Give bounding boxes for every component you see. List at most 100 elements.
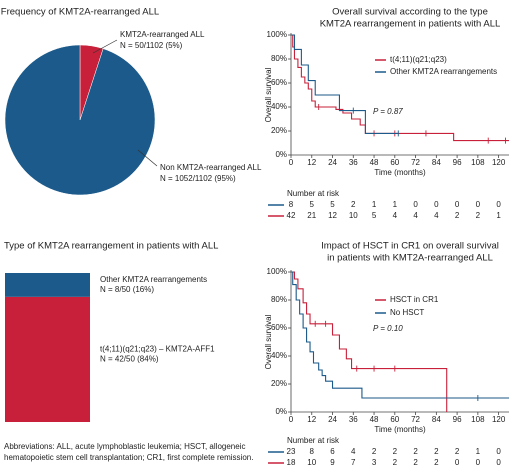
risk-count: 4 <box>413 211 418 220</box>
risk-count: 5 <box>310 200 315 209</box>
risk-table-title: Number at risk <box>287 436 340 445</box>
leader-line <box>92 39 118 54</box>
chart-title: KMT2A rearrangement in patients with ALL <box>320 19 501 30</box>
x-tick-label: 120 <box>492 158 506 167</box>
footnote: hematopoietic stem cell transplantation;… <box>4 453 253 462</box>
survival-curve <box>291 34 399 134</box>
y-tick-label: 0% <box>275 150 287 159</box>
risk-count: 2 <box>413 458 418 467</box>
risk-count: 1 <box>372 200 377 209</box>
risk-count: 2 <box>476 211 481 220</box>
chart-title: Overall survival according to the type <box>332 7 488 18</box>
chart-title: Frequency of KMT2A-rearranged ALL <box>1 7 159 18</box>
survival-curve <box>291 271 448 412</box>
risk-count: 18 <box>287 458 296 467</box>
risk-count: 0 <box>496 447 501 456</box>
risk-count: 0 <box>455 200 460 209</box>
x-tick-label: 96 <box>453 415 462 424</box>
risk-count: 7 <box>351 458 356 467</box>
risk-count: 0 <box>476 458 481 467</box>
risk-count: 3 <box>372 458 377 467</box>
slice-label: KMT2A-rearranged ALL <box>120 30 205 39</box>
x-tick-label: 36 <box>349 158 358 167</box>
risk-count: 2 <box>351 200 356 209</box>
risk-count: 2 <box>413 447 418 456</box>
risk-count: 0 <box>496 200 501 209</box>
risk-count: 4 <box>434 211 439 220</box>
footnote: Abbreviations: ALL, acute lymphoblastic … <box>4 442 245 451</box>
risk-count: 9 <box>330 458 335 467</box>
legend-label: HSCT in CR1 <box>390 295 439 304</box>
risk-table-title: Number at risk <box>287 189 340 198</box>
y-tick-label: 100% <box>267 30 287 39</box>
x-axis-label: Time (months) <box>374 168 426 177</box>
p-value: P = 0.87 <box>373 107 403 116</box>
survival-curve <box>291 34 509 142</box>
legend-label: Other KMT2A rearrangements <box>390 67 497 76</box>
survival-curve <box>291 271 509 399</box>
risk-count: 2 <box>393 458 398 467</box>
p-value: P = 0.10 <box>373 324 403 333</box>
y-tick-label: 20% <box>271 379 287 388</box>
risk-count: 6 <box>330 447 335 456</box>
chart-title: Type of KMT2A rearrangement in patients … <box>4 241 218 252</box>
bar-segment <box>5 273 90 297</box>
y-tick-label: 80% <box>271 54 287 63</box>
risk-count: 5 <box>372 211 377 220</box>
risk-count: 12 <box>328 211 337 220</box>
risk-count: 5 <box>330 200 335 209</box>
legend-label: No HSCT <box>390 308 424 317</box>
y-tick-label: 40% <box>271 102 287 111</box>
x-tick-label: 36 <box>349 415 358 424</box>
slice-value-label: N = 50/1102 (5%) <box>120 41 183 50</box>
chart-title: Impact of HSCT in CR1 on overall surviva… <box>321 241 499 252</box>
x-tick-label: 60 <box>390 415 399 424</box>
x-tick-label: 12 <box>307 415 316 424</box>
x-tick-label: 108 <box>471 158 485 167</box>
risk-count: 21 <box>307 211 316 220</box>
x-tick-label: 96 <box>453 158 462 167</box>
x-tick-label: 72 <box>411 415 420 424</box>
leader-line <box>137 149 158 167</box>
slice-label: Non KMT2A-rearranged ALL <box>160 163 262 172</box>
risk-count: 10 <box>349 211 358 220</box>
x-tick-label: 48 <box>370 158 379 167</box>
risk-count: 42 <box>287 211 296 220</box>
y-tick-label: 80% <box>271 295 287 304</box>
x-tick-label: 84 <box>432 415 441 424</box>
y-axis-label: Overall survival <box>264 67 273 122</box>
x-tick-label: 48 <box>370 415 379 424</box>
risk-count: 0 <box>496 458 501 467</box>
risk-count: 10 <box>307 458 316 467</box>
segment-label: Other KMT2A rearrangements <box>100 275 207 284</box>
x-tick-label: 24 <box>328 158 337 167</box>
risk-count: 0 <box>434 200 439 209</box>
y-tick-label: 0% <box>275 407 287 416</box>
segment-value-label: N = 8/50 (16%) <box>100 285 154 294</box>
risk-count: 0 <box>413 200 418 209</box>
y-tick-label: 60% <box>271 78 287 87</box>
risk-count: 0 <box>455 458 460 467</box>
risk-count: 2 <box>434 458 439 467</box>
risk-count: 2 <box>434 447 439 456</box>
x-tick-label: 72 <box>411 158 420 167</box>
risk-count: 8 <box>289 200 294 209</box>
risk-count: 2 <box>393 447 398 456</box>
legend-label: t(4;11)(q21;q23) <box>390 55 447 64</box>
x-tick-label: 0 <box>289 158 294 167</box>
y-tick-label: 20% <box>271 126 287 135</box>
x-tick-label: 12 <box>307 158 316 167</box>
slice-value-label: N = 1052/1102 (95%) <box>160 174 236 183</box>
risk-count: 1 <box>393 200 398 209</box>
y-tick-label: 100% <box>267 267 287 276</box>
y-tick-label: 60% <box>271 323 287 332</box>
risk-count: 2 <box>455 447 460 456</box>
segment-value-label: N = 42/50 (84%) <box>100 355 159 364</box>
x-tick-label: 60 <box>390 158 399 167</box>
x-tick-label: 108 <box>471 415 485 424</box>
bar-segment <box>5 296 90 422</box>
x-tick-label: 120 <box>492 415 506 424</box>
chart-title: in patients with KMT2A-rearranged ALL <box>327 253 493 264</box>
risk-count: 0 <box>476 200 481 209</box>
